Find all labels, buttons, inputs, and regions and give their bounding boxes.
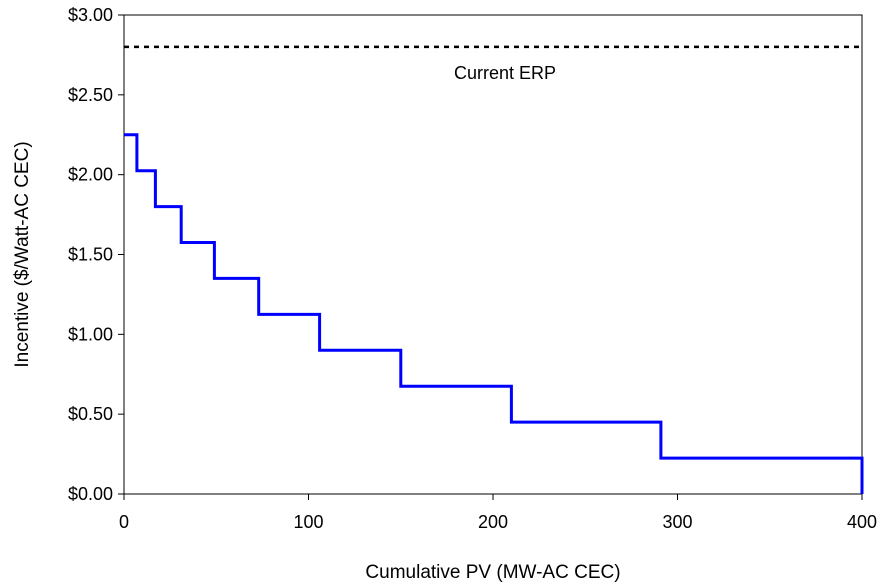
y-tick-label: $0.00 [68, 484, 113, 504]
series-layer [124, 45, 864, 494]
x-tick-label: 200 [478, 512, 508, 532]
annotation-layer: Current ERP [454, 63, 556, 83]
y-tick-label: $1.50 [68, 245, 113, 265]
x-axis: 0 100 200 300 400 [119, 494, 877, 532]
incentive-step-line [124, 133, 864, 494]
y-tick-label: $2.50 [68, 85, 113, 105]
x-tick-label: 400 [847, 512, 877, 532]
x-tick-label: 100 [293, 512, 323, 532]
plot-area [123, 14, 863, 495]
y-tick-label: $2.00 [68, 165, 113, 185]
x-tick-label: 300 [662, 512, 692, 532]
y-tick-label: $0.50 [68, 404, 113, 424]
y-tick-label: $3.00 [68, 5, 113, 25]
y-tick-label: $1.00 [68, 324, 113, 344]
x-axis-title: Cumulative PV (MW-AC CEC) [365, 562, 620, 583]
annotation-current-erp: Current ERP [454, 63, 556, 83]
y-axis-title: Incentive ($/Watt-AC CEC) [12, 141, 33, 367]
y-axis: $0.00 $0.50 $1.00 $1.50 $2.00 $2.50 $3.00 [68, 5, 124, 504]
x-tick-label: 0 [119, 512, 129, 532]
